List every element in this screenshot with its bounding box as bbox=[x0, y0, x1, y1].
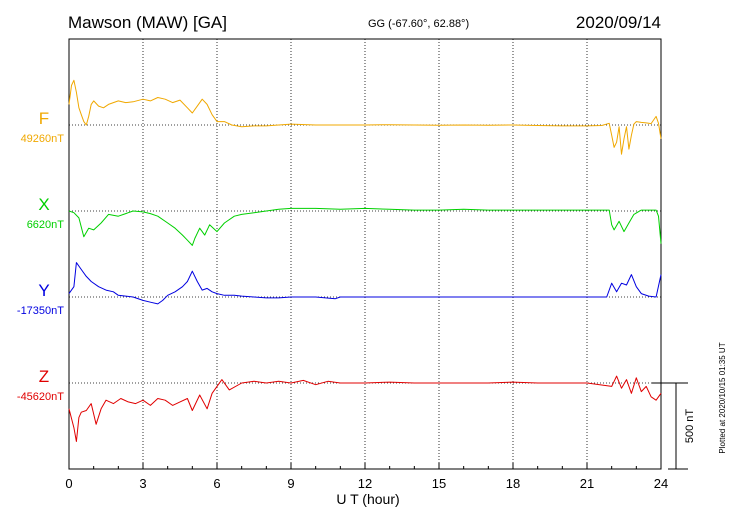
station-title: Mawson (MAW) [GA] bbox=[68, 13, 227, 32]
x-tick-label: 9 bbox=[287, 476, 294, 491]
x-axis-label: U T (hour) bbox=[336, 491, 399, 507]
series-name-x: X bbox=[38, 195, 49, 214]
date-label: 2020/09/14 bbox=[576, 13, 661, 32]
x-tick-label: 18 bbox=[506, 476, 520, 491]
x-tick-label: 24 bbox=[654, 476, 668, 491]
series-name-y: Y bbox=[38, 281, 49, 300]
plotted-at-footnote: Plotted at 2020/10/15 01:35 UT bbox=[718, 342, 727, 453]
x-tick-label: 21 bbox=[580, 476, 594, 491]
x-tick-label: 6 bbox=[213, 476, 220, 491]
series-line-y bbox=[68, 262, 662, 305]
series-labels: F 49260nT X 6620nT Y -17350nT Z -45620nT bbox=[17, 109, 64, 403]
x-tick-label: 12 bbox=[358, 476, 372, 491]
baseline-value-z: -45620nT bbox=[17, 391, 64, 403]
x-axis: 0 3 6 9 12 15 18 21 24 bbox=[65, 463, 668, 491]
x-tick-label: 0 bbox=[65, 476, 72, 491]
coordinates-label: GG (-67.60°, 62.88°) bbox=[368, 18, 469, 30]
x-tick-label: 15 bbox=[432, 476, 446, 491]
x-tick-label: 3 bbox=[139, 476, 146, 491]
series-line-f bbox=[68, 79, 662, 155]
scale-bar-label: 500 nT bbox=[684, 409, 696, 444]
series-line-x bbox=[68, 207, 662, 246]
scale-bar: 500 nT bbox=[652, 382, 696, 470]
series-line-z bbox=[68, 375, 662, 442]
series-name-f: F bbox=[39, 109, 49, 128]
baseline-value-x: 6620nT bbox=[27, 219, 65, 231]
series-name-z: Z bbox=[39, 367, 49, 386]
baseline-value-y: -17350nT bbox=[17, 305, 64, 317]
grid bbox=[69, 39, 661, 469]
series-traces bbox=[68, 79, 662, 442]
baseline-value-f: 49260nT bbox=[21, 133, 65, 145]
plot-frame bbox=[68, 38, 662, 470]
